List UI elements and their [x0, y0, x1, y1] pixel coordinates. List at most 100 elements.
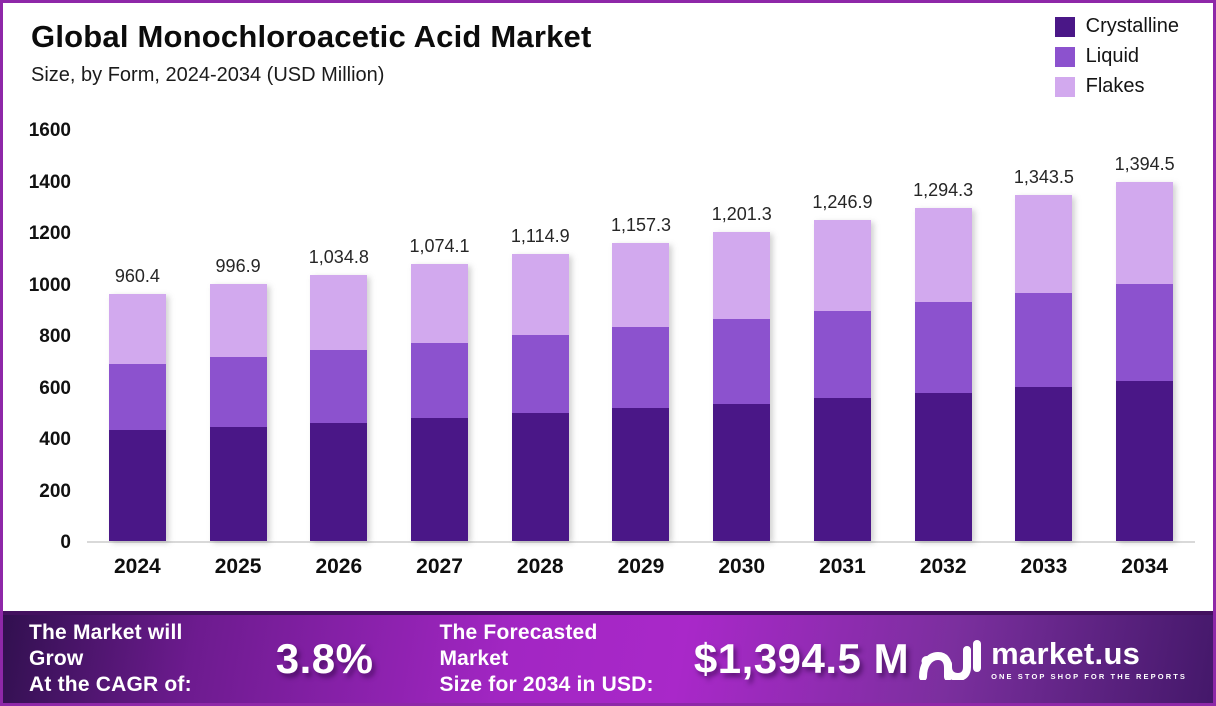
y-tick-0: 0 [60, 532, 71, 553]
y-tick-600: 600 [39, 377, 71, 399]
segment-crystalline-2031 [813, 398, 871, 541]
chart-subtitle: Size, by Form, 2024-2034 (USD Million) [31, 64, 385, 86]
segment-flakes-2025 [209, 284, 267, 358]
y-tick-1200: 1200 [28, 223, 71, 244]
chart-area: 0 200 400 600 800 1000 1200 1400 1600 960.4 2024 9… [3, 95, 1213, 611]
bar-total-label-2028: 1,114.9 [510, 226, 570, 247]
y-tick-1400: 1400 [28, 171, 71, 193]
cagr-label: The Market will Grow At the CAGR of: [29, 620, 230, 699]
bar-total-label-2030: 1,201.3 [711, 203, 772, 224]
segment-crystalline-2024 [108, 430, 166, 541]
chart-legend: Crystalline Liquid Flakes [1054, 15, 1179, 98]
legend-swatch-liquid [1054, 46, 1075, 67]
segment-crystalline-2027 [411, 418, 469, 541]
marketus-logo-tagline: ONE STOP SHOP FOR THE REPORTS [991, 671, 1187, 681]
segment-crystalline-2033 [1015, 387, 1073, 541]
cagr-label-line2: At the CAGR of: [29, 673, 192, 697]
bar-total-label-2025: 996.9 [215, 256, 261, 277]
segment-liquid-2030 [713, 319, 771, 404]
segment-crystalline-2034 [1116, 381, 1174, 541]
stacked-bar-2032 [914, 207, 972, 541]
segment-flakes-2033 [1015, 195, 1073, 294]
marketus-logo-words: market.us ONE STOP SHOP FOR THE REPORTS [991, 638, 1187, 681]
segment-crystalline-2029 [612, 408, 670, 541]
bar-total-label-2033: 1,343.5 [1013, 167, 1074, 188]
forecast-label-line2: Size for 2034 in USD: [439, 673, 654, 697]
segment-flakes-2029 [612, 243, 670, 328]
bar-group-2027: 1,074.1 2027 [409, 129, 470, 578]
segment-flakes-2028 [511, 254, 569, 336]
legend-label: Flakes [1085, 75, 1145, 97]
bar-group-2026: 1,034.8 2026 [308, 129, 369, 578]
segment-flakes-2032 [914, 207, 972, 303]
stacked-bar-2031 [813, 219, 871, 541]
segment-flakes-2030 [713, 231, 771, 320]
marketus-logo: market.us ONE STOP SHOP FOR THE REPORTS [919, 634, 1187, 685]
stacked-bar-2029 [612, 243, 670, 541]
segment-liquid-2026 [310, 350, 368, 423]
segment-crystalline-2030 [713, 403, 771, 541]
bar-total-label-2026: 1,034.8 [308, 246, 369, 267]
bar-group-2024: 960.4 2024 [108, 129, 166, 578]
segment-flakes-2026 [310, 274, 368, 351]
bar-group-2034: 1,394.5 2034 [1114, 129, 1175, 578]
bar-group-2031: 1,246.9 2031 [812, 129, 873, 578]
page-title: Global Monochloroacetic Acid Market [31, 19, 592, 54]
y-tick-400: 400 [39, 429, 71, 450]
legend-label: Liquid [1085, 45, 1140, 67]
stacked-bar-2026 [310, 274, 368, 541]
x-tick-2024: 2024 [114, 555, 161, 578]
segment-flakes-2034 [1116, 181, 1174, 284]
stacked-bar-2028 [511, 254, 569, 541]
stacked-bar-2034 [1116, 181, 1174, 541]
plot-area: 960.4 2024 996.9 2025 1,034.8 2026 1,074.1 2027… [87, 129, 1195, 578]
marketus-logo-name: market.us [991, 635, 1141, 671]
x-tick-2028: 2028 [516, 555, 564, 578]
x-tick-2027: 2027 [416, 555, 463, 578]
x-tick-2030: 2030 [718, 555, 766, 578]
forecast-label: The Forecasted Market Size for 2034 in U… [439, 620, 657, 699]
bar-total-label-2029: 1,157.3 [610, 215, 672, 236]
stacked-bar-2033 [1015, 195, 1073, 541]
segment-liquid-2024 [108, 363, 166, 431]
segment-liquid-2031 [813, 311, 871, 399]
forecast-label-line1: The Forecasted Market [439, 620, 598, 670]
stacked-bar-2027 [411, 264, 469, 541]
y-tick-200: 200 [39, 480, 71, 502]
marketus-logo-icon [919, 634, 982, 685]
cagr-value: 3.8% [275, 635, 374, 682]
legend-swatch-flakes [1054, 76, 1075, 97]
y-axis: 0 200 400 600 800 1000 1200 1400 1600 [3, 120, 87, 553]
stacked-bar-2030 [713, 231, 771, 541]
bar-total-label-2027: 1,074.1 [409, 236, 470, 257]
segment-liquid-2033 [1015, 293, 1073, 388]
legend-label: Crystalline [1085, 15, 1179, 37]
x-tick-2029: 2029 [617, 555, 665, 578]
bar-group-2028: 1,114.9 2028 [510, 129, 570, 578]
bar-total-label-2034: 1,394.5 [1114, 153, 1175, 174]
summary-banner: The Market will Grow At the CAGR of: 3.8… [3, 611, 1213, 703]
stacked-bar-2025 [209, 284, 267, 541]
segment-liquid-2028 [511, 335, 569, 414]
segment-crystalline-2032 [914, 392, 972, 541]
x-tick-2033: 2033 [1020, 555, 1068, 578]
segment-liquid-2032 [914, 302, 972, 393]
stacked-bar-2024 [108, 293, 166, 541]
legend-swatch-crystalline [1054, 16, 1075, 37]
segment-flakes-2027 [411, 264, 469, 344]
segment-liquid-2034 [1116, 283, 1174, 382]
segment-crystalline-2028 [511, 413, 569, 541]
segment-liquid-2027 [411, 343, 469, 419]
x-tick-2025: 2025 [214, 555, 262, 578]
x-tick-2034: 2034 [1121, 555, 1168, 578]
y-tick-1000: 1000 [28, 274, 71, 296]
bar-group-2032: 1,294.3 2032 [913, 129, 973, 578]
chart-header: Global Monochloroacetic Acid Market Size… [3, 3, 1213, 98]
y-tick-1600: 1600 [28, 120, 71, 141]
y-tick-800: 800 [39, 326, 71, 347]
legend-item-crystalline: Crystalline [1054, 15, 1179, 38]
segment-flakes-2031 [813, 219, 871, 312]
bar-total-label-2031: 1,246.9 [812, 191, 873, 212]
cagr-label-line1: The Market will Grow [29, 620, 183, 670]
